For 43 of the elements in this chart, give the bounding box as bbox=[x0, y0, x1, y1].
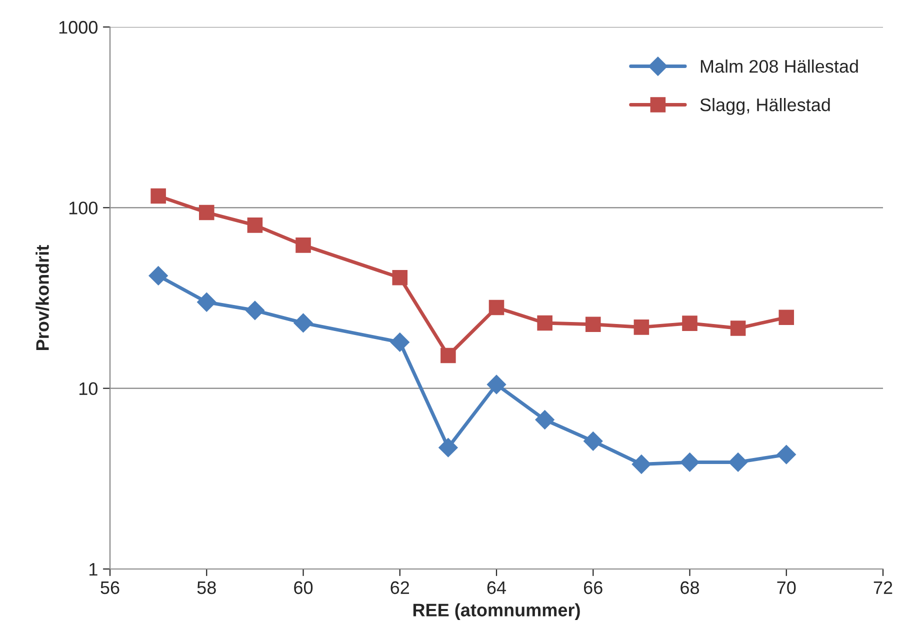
point bbox=[488, 300, 504, 316]
point bbox=[632, 454, 651, 474]
point bbox=[245, 300, 264, 320]
point bbox=[296, 238, 311, 253]
x-tick-label: 72 bbox=[874, 581, 892, 594]
y-tick-label: 1000 bbox=[59, 20, 98, 34]
point bbox=[390, 332, 410, 352]
point bbox=[776, 445, 796, 464]
y-tick-label: 1 bbox=[90, 563, 98, 576]
x-tick-label: 56 bbox=[100, 581, 120, 594]
point bbox=[728, 452, 748, 472]
x-tick-label: 70 bbox=[777, 581, 796, 594]
x-tick-label: 64 bbox=[487, 581, 506, 594]
legend-label: Slagg, Hällestad bbox=[700, 98, 830, 115]
point bbox=[294, 313, 313, 333]
point bbox=[197, 292, 216, 312]
x-tick-label: 60 bbox=[294, 581, 313, 594]
point bbox=[584, 432, 603, 451]
y-axis-title: Prov/kondrit bbox=[36, 245, 50, 350]
point bbox=[535, 410, 554, 430]
point bbox=[440, 348, 456, 364]
point bbox=[486, 374, 506, 394]
point bbox=[148, 266, 168, 286]
point bbox=[682, 316, 698, 331]
x-tick-label: 58 bbox=[197, 581, 216, 594]
x-tick-label: 62 bbox=[390, 581, 410, 594]
y-tick-label: 100 bbox=[69, 202, 98, 214]
point bbox=[438, 438, 458, 458]
point bbox=[730, 320, 746, 336]
point bbox=[680, 452, 700, 472]
point bbox=[150, 188, 166, 204]
point bbox=[537, 315, 552, 331]
point bbox=[778, 310, 794, 326]
x-tick-label: 68 bbox=[680, 581, 700, 594]
point bbox=[198, 204, 214, 220]
point bbox=[392, 270, 408, 286]
x-axis-title: REE (atomnummer) bbox=[413, 603, 580, 620]
point bbox=[634, 320, 650, 335]
y-tick-label: 10 bbox=[79, 382, 98, 396]
point bbox=[247, 218, 263, 233]
point bbox=[585, 316, 601, 332]
x-tick-label: 66 bbox=[584, 581, 602, 594]
legend-label: Malm 208 Hällestad bbox=[700, 60, 858, 73]
